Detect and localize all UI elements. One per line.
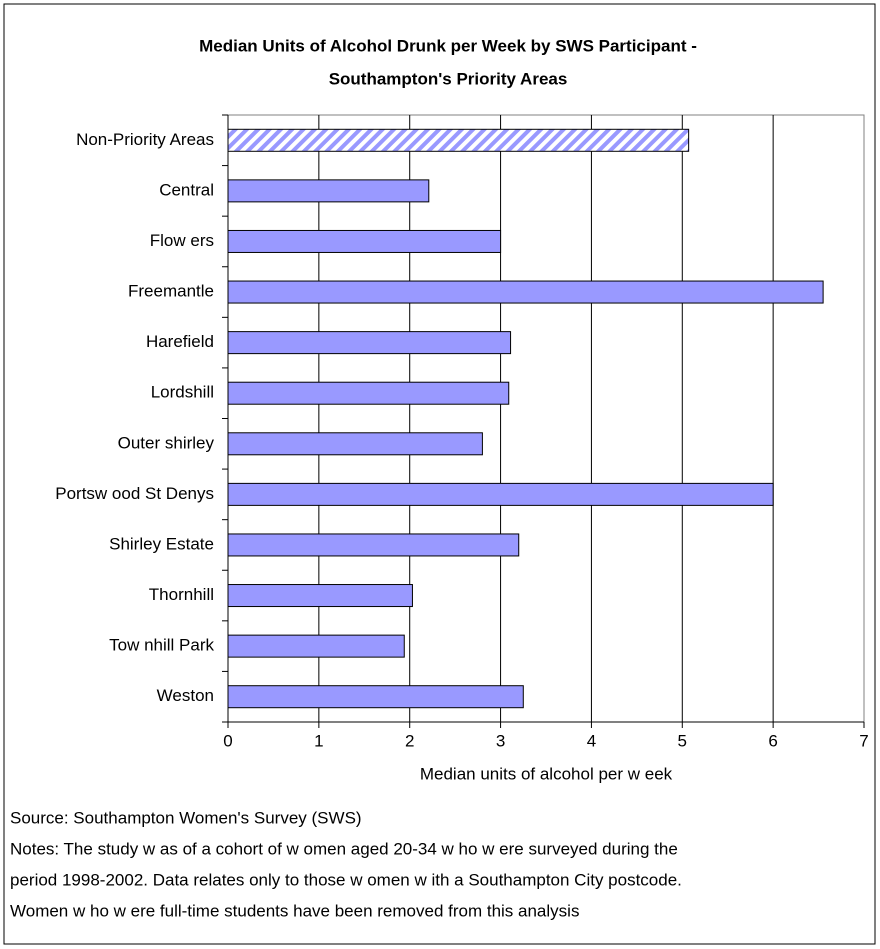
footnote: Women w ho w ere full-time students have…	[10, 901, 579, 920]
x-tick-label: 2	[405, 731, 414, 750]
bar	[227, 381, 510, 405]
x-tick-label: 0	[223, 731, 232, 750]
bar	[227, 482, 774, 506]
y-tick-label: Portsw ood St Denys	[55, 484, 214, 503]
x-tick-label: 4	[587, 731, 596, 750]
bar	[227, 280, 824, 304]
bar	[227, 128, 690, 152]
chart-title: Southampton's Priority Areas	[329, 69, 568, 88]
bar	[227, 634, 405, 658]
bar	[227, 179, 430, 203]
x-tick-label: 1	[314, 731, 323, 750]
y-tick-label: Weston	[157, 686, 214, 705]
x-tick-label: 3	[496, 731, 505, 750]
y-tick-label: Flow ers	[150, 231, 214, 250]
y-tick-label: Freemantle	[128, 282, 214, 301]
x-tick-label: 6	[768, 731, 777, 750]
footnote: Source: Southampton Women's Survey (SWS)	[10, 808, 362, 827]
y-tick-label: Lordshill	[151, 383, 214, 402]
x-tick-label: 7	[859, 731, 868, 750]
bar	[227, 331, 512, 355]
footnote: period 1998-2002. Data relates only to t…	[10, 870, 682, 889]
bar	[227, 229, 502, 253]
x-tick-label: 5	[678, 731, 687, 750]
y-tick-label: Central	[159, 180, 214, 199]
y-tick-label: Shirley Estate	[109, 534, 214, 553]
bar	[227, 533, 520, 557]
bar	[227, 584, 413, 608]
plot-area	[227, 114, 865, 723]
y-tick-label: Thornhill	[149, 585, 214, 604]
y-tick-label: Tow nhill Park	[109, 636, 214, 655]
bar	[227, 685, 524, 709]
footnote: Notes: The study w as of a cohort of w o…	[10, 839, 678, 858]
x-axis-label: Median units of alcohol per w eek	[420, 764, 673, 783]
chart-title: Median Units of Alcohol Drunk per Week b…	[199, 36, 697, 55]
y-tick-label: Outer shirley	[118, 433, 215, 452]
y-tick-label: Non-Priority Areas	[76, 130, 214, 149]
bar	[227, 432, 483, 456]
y-tick-label: Harefield	[146, 332, 214, 351]
